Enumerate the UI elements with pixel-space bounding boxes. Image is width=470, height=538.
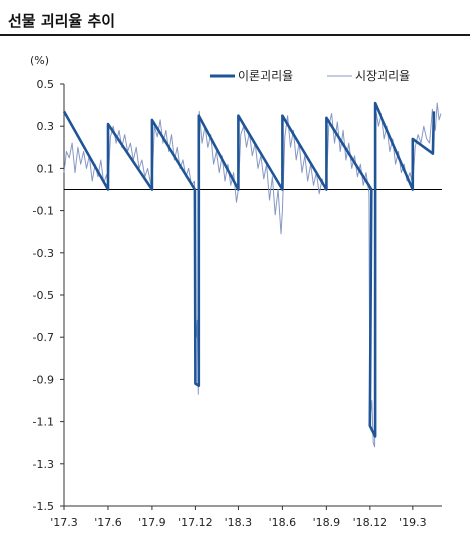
- x-tick-label: '18.12: [353, 516, 388, 529]
- y-tick-label: -0.1: [33, 205, 54, 218]
- legend-label-market: 시장괴리율: [355, 69, 410, 83]
- y-tick-label: -1.3: [33, 458, 54, 471]
- y-tick-label: -0.3: [33, 247, 54, 260]
- plot-area: [62, 101, 442, 448]
- y-tick-label: -1.5: [33, 500, 54, 513]
- x-axis: '17.3 '17.6 '17.9 '17.12 '18.3 '18.6 '18.9 '18.…: [50, 505, 442, 529]
- x-tick-label: '17.12: [178, 516, 213, 529]
- x-tick-label: '17.9: [138, 516, 166, 529]
- x-tick-label: '17.6: [94, 516, 122, 529]
- y-tick-label: 0.1: [37, 162, 55, 175]
- y-tick-label: 0.5: [37, 78, 55, 91]
- x-tick-label: '18.9: [313, 516, 341, 529]
- x-tick-label: '19.3: [399, 516, 427, 529]
- x-tick-label: '18.6: [269, 516, 297, 529]
- x-tick-label: '18.3: [225, 516, 253, 529]
- unit-label: (%): [30, 54, 49, 67]
- y-tick-label: 0.3: [37, 120, 55, 133]
- x-tick-label: '17.3: [50, 516, 78, 529]
- y-tick-label: -0.7: [33, 331, 54, 344]
- y-axis: 0.5 0.3 0.1 -0.1 -0.3 -0.5 -0.7 -0.9 -1.1 -1.3 -1.…: [33, 78, 65, 513]
- y-tick-label: -0.5: [33, 289, 54, 302]
- y-tick-label: -0.9: [33, 373, 54, 386]
- series-line-market: [63, 102, 442, 448]
- legend-label-theory: 이론괴리율: [238, 69, 293, 83]
- series-line-theory: [62, 101, 436, 438]
- y-tick-label: -1.1: [33, 416, 54, 429]
- title-underline: [0, 34, 470, 36]
- chart-title: 선물 괴리율 추이: [8, 12, 116, 30]
- legend: 이론괴리율 시장괴리율: [210, 69, 410, 83]
